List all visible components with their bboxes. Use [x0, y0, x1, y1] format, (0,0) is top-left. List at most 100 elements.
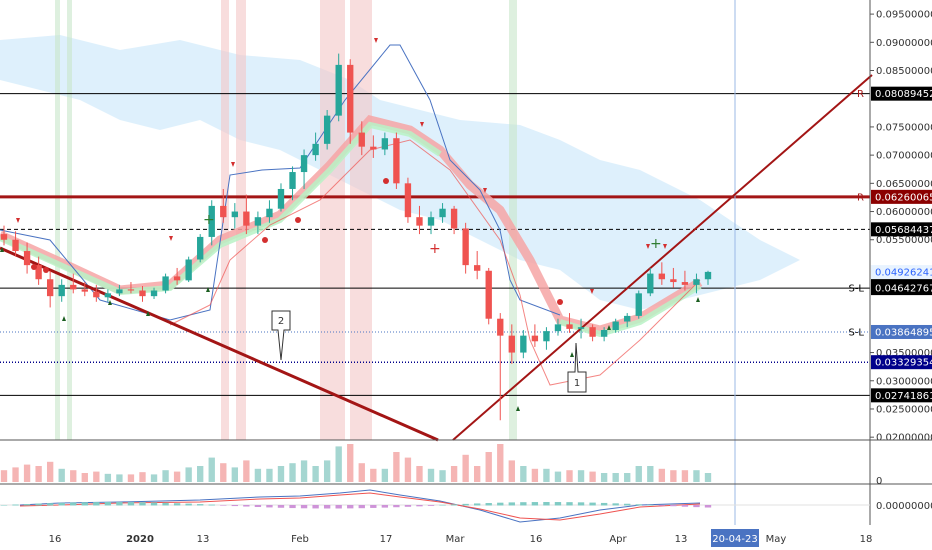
y-tick-label: 0.06000000	[876, 207, 932, 218]
macd-bar	[173, 503, 181, 506]
candle-body	[439, 208, 446, 218]
macd-bar	[704, 505, 712, 508]
volume-bar	[427, 468, 435, 482]
macd-bar	[566, 502, 573, 506]
candle-body	[554, 324, 562, 332]
volume-bar	[162, 470, 169, 482]
volume-bar	[300, 460, 308, 482]
macd-bar	[381, 505, 389, 508]
volume-bar	[439, 470, 446, 482]
macd-bar	[323, 505, 331, 509]
volume-bar	[23, 464, 31, 482]
macd-bar	[127, 502, 135, 506]
macd-bar	[0, 505, 8, 506]
volume-bar	[497, 444, 504, 482]
candle-body	[600, 330, 608, 337]
macd-bar	[508, 502, 515, 506]
level-price-boxes: 0.08089452 0.06260065 0.05684437 0.04926241…	[871, 86, 932, 403]
volume-bar	[231, 467, 238, 482]
macd-bar	[462, 503, 469, 506]
svg-text:+: +	[203, 212, 215, 228]
candle-body	[46, 279, 54, 297]
macd-bar	[277, 505, 285, 508]
volume-bar	[312, 466, 319, 482]
macd-bar	[93, 502, 100, 506]
volume-zero-tick: 0	[876, 476, 882, 487]
candle-body	[197, 236, 204, 260]
volume-bar	[208, 457, 215, 482]
volume-bar	[150, 474, 158, 482]
macd-bar	[577, 502, 585, 506]
svg-text:+: +	[650, 236, 662, 252]
annotation-callouts: 2 1	[271, 310, 587, 393]
candle-body	[370, 146, 377, 150]
volume-bar	[93, 471, 100, 482]
volume-bar	[35, 466, 42, 482]
volume-bar	[600, 473, 608, 482]
x-tick-label: Mar	[446, 534, 466, 545]
macd-bar	[46, 503, 54, 506]
volume-bar	[0, 470, 8, 482]
x-tick-label: 17	[380, 534, 393, 545]
candle-body	[0, 234, 8, 240]
volume-bar	[531, 468, 539, 482]
volume-bar	[704, 473, 712, 482]
volume-bar	[577, 470, 585, 482]
candle-body	[681, 282, 689, 285]
macd-bar	[116, 502, 123, 506]
x-tick-label: 16	[49, 534, 62, 545]
volume-bar	[658, 468, 666, 482]
macd-bar	[12, 504, 19, 506]
x-tick-label: 16	[530, 534, 543, 545]
x-tick-label: Feb	[291, 534, 309, 545]
macd-bar	[358, 505, 365, 509]
candle-body	[474, 265, 481, 271]
x-tick-label: 13	[675, 534, 688, 545]
candle-body	[150, 290, 158, 297]
volume-bar	[185, 467, 192, 482]
candle-body	[277, 188, 285, 209]
candle-body	[347, 64, 354, 133]
level-price-label: 0.05684437	[875, 225, 932, 236]
macd-bar	[185, 503, 192, 506]
x-tick-label: 13	[197, 534, 210, 545]
macd-bar	[670, 505, 677, 507]
volume-bar	[81, 473, 88, 482]
candle-body	[497, 318, 504, 336]
volume-bar	[277, 466, 285, 482]
macd-bar	[254, 505, 262, 508]
volume-bar	[266, 468, 273, 482]
annotation-1: 1	[574, 378, 580, 389]
candle-body	[35, 265, 42, 280]
level-price-label: 0.08089452	[875, 89, 932, 100]
macd-zero-tick: 0.00000000	[876, 501, 932, 512]
y-tick-label: 0.02500000	[876, 404, 932, 415]
macd-bar	[197, 504, 204, 506]
candle-body	[70, 284, 77, 290]
level-price-box	[871, 189, 932, 204]
volume-bar	[566, 470, 573, 482]
y-tick-label: 0.09500000	[876, 10, 932, 21]
macd-bar	[497, 502, 504, 506]
macd-bar	[139, 502, 146, 506]
macd-bar	[647, 504, 654, 506]
volume-bar	[670, 470, 677, 482]
candle-body	[704, 271, 712, 280]
volume-bar	[520, 466, 527, 482]
candle-body	[450, 208, 458, 229]
volume-bar	[197, 466, 204, 482]
volume-bar	[404, 457, 412, 482]
candle-body	[23, 251, 31, 266]
level-price-label: 0.03329354	[875, 358, 932, 369]
candle-body	[635, 293, 642, 316]
current-date-box	[711, 529, 759, 547]
candle-body	[624, 315, 631, 322]
candle-body	[508, 335, 515, 353]
level-price-box	[871, 355, 932, 370]
candle-body	[543, 331, 550, 342]
macd-bar	[635, 504, 642, 506]
candle-body	[323, 115, 331, 144]
y-tick-label: 0.03500000	[876, 348, 932, 359]
macd-bar	[81, 502, 88, 506]
